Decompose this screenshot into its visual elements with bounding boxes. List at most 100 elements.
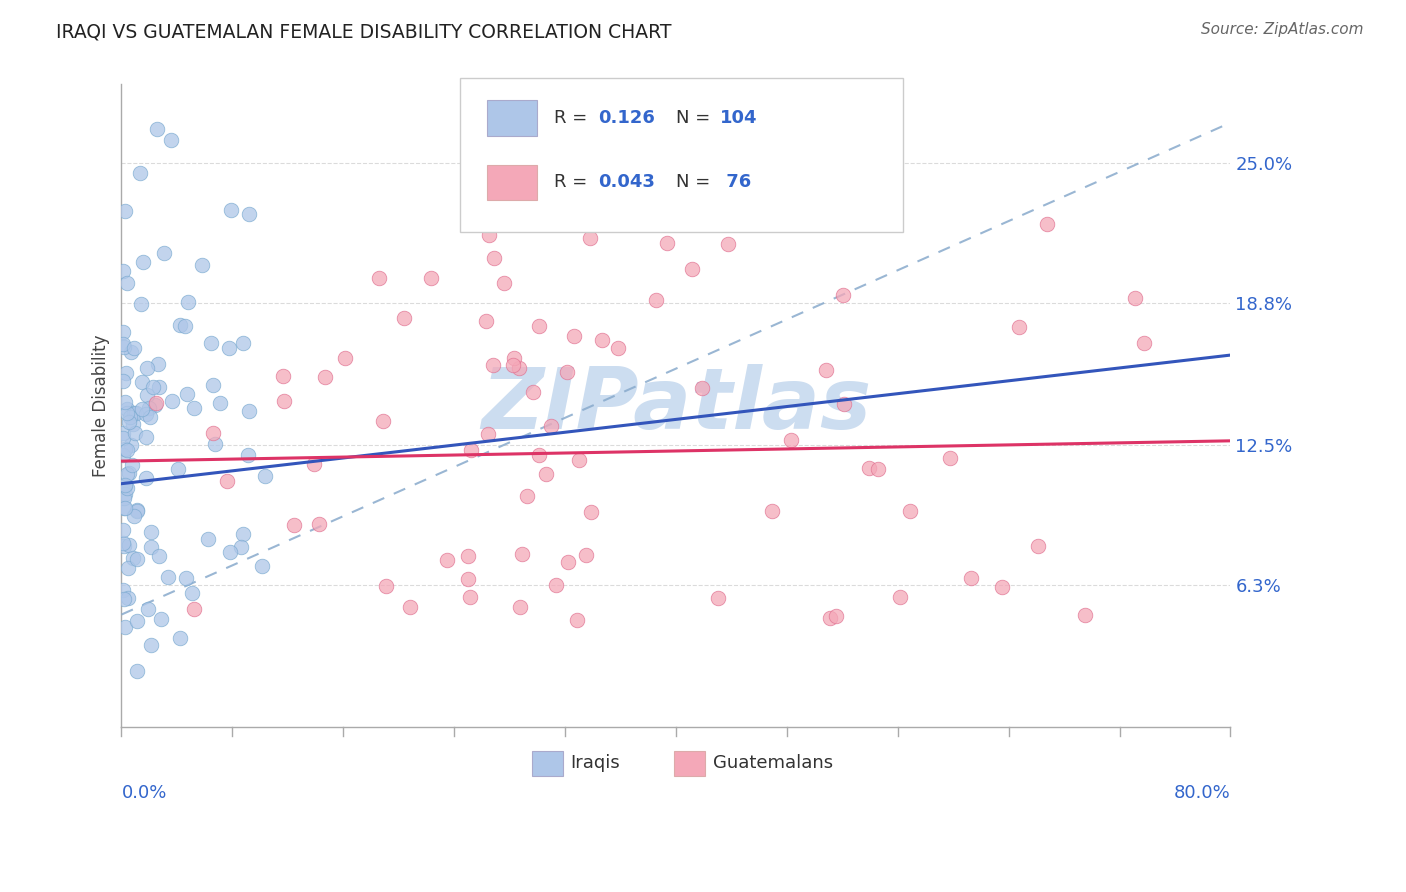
Point	[114, 204, 136, 219]
Point	[516, 489, 538, 503]
Point	[482, 251, 505, 265]
Bar	[488, 101, 537, 136]
Point	[174, 571, 197, 585]
Point	[591, 333, 613, 347]
Point	[508, 360, 530, 375]
Point	[825, 609, 848, 624]
Text: 80.0%: 80.0%	[1174, 784, 1230, 802]
Point	[436, 552, 458, 566]
Point	[128, 166, 150, 180]
Point	[132, 255, 155, 269]
Point	[818, 611, 841, 625]
Point	[1133, 335, 1156, 350]
Point	[209, 396, 232, 410]
Point	[124, 341, 146, 355]
Point	[567, 613, 589, 627]
Point	[115, 366, 138, 380]
Point	[831, 288, 853, 302]
Point	[111, 523, 134, 537]
Point	[1008, 320, 1031, 334]
Point	[112, 583, 135, 598]
Point	[118, 538, 141, 552]
Point	[169, 318, 191, 332]
Point	[125, 502, 148, 516]
Point	[458, 590, 481, 604]
Point	[866, 462, 889, 476]
Point	[139, 540, 162, 554]
Point	[138, 602, 160, 616]
Point	[283, 518, 305, 533]
Point	[125, 552, 148, 566]
Point	[367, 271, 389, 285]
Point	[117, 442, 139, 457]
Point	[238, 404, 260, 418]
Text: 0.043: 0.043	[599, 173, 655, 192]
Point	[117, 401, 139, 416]
Point	[138, 409, 160, 424]
Point	[706, 591, 728, 605]
Point	[478, 228, 501, 243]
Point	[200, 335, 222, 350]
Point	[218, 341, 240, 355]
Point	[114, 395, 136, 409]
Point	[115, 276, 138, 290]
Point	[118, 410, 141, 425]
Point	[419, 271, 441, 285]
Point	[135, 430, 157, 444]
Point	[150, 612, 173, 626]
Point	[114, 478, 136, 492]
Text: R =: R =	[554, 109, 593, 127]
Point	[114, 487, 136, 501]
Point	[273, 393, 295, 408]
Point	[114, 500, 136, 515]
Text: 0.126: 0.126	[599, 109, 655, 127]
Point	[125, 664, 148, 678]
Point	[482, 358, 505, 372]
Point	[898, 504, 921, 518]
Point	[1036, 217, 1059, 231]
Point	[160, 133, 183, 147]
Point	[148, 549, 170, 563]
Point	[141, 525, 163, 540]
Point	[153, 246, 176, 260]
Point	[174, 318, 197, 333]
Point	[112, 591, 135, 606]
Text: N =: N =	[676, 173, 716, 192]
Point	[127, 614, 149, 628]
FancyBboxPatch shape	[460, 78, 903, 232]
Point	[522, 385, 544, 400]
Point	[145, 396, 167, 410]
Point	[509, 600, 531, 615]
Y-axis label: Female Disability: Female Disability	[93, 334, 110, 477]
Point	[148, 357, 170, 371]
Point	[814, 363, 837, 377]
Point	[581, 505, 603, 519]
Point	[562, 328, 585, 343]
Point	[308, 517, 330, 532]
Point	[540, 419, 562, 434]
Point	[371, 415, 394, 429]
Point	[761, 504, 783, 518]
Point	[157, 570, 180, 584]
Point	[502, 358, 524, 372]
Point	[990, 581, 1012, 595]
Point	[375, 579, 398, 593]
Point	[160, 394, 183, 409]
Point	[111, 535, 134, 549]
Point	[148, 379, 170, 393]
Point	[111, 325, 134, 339]
Bar	[531, 751, 562, 776]
Point	[118, 466, 141, 480]
Point	[122, 508, 145, 523]
Point	[135, 360, 157, 375]
Point	[392, 311, 415, 326]
Bar	[488, 165, 537, 200]
Point	[202, 426, 225, 441]
Point	[125, 504, 148, 518]
Point	[1026, 539, 1049, 553]
Point	[111, 374, 134, 388]
Point	[183, 602, 205, 616]
Point	[219, 202, 242, 217]
Point	[232, 336, 254, 351]
Point	[122, 406, 145, 420]
